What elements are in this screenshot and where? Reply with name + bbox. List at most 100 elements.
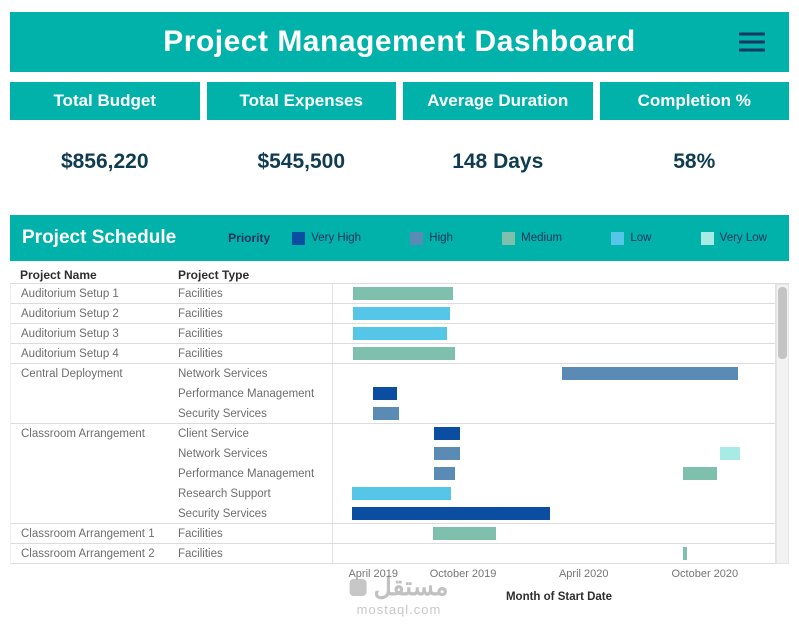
project-type-cell: Facilities	[178, 287, 223, 300]
kpi-value: 148 Days	[452, 150, 544, 173]
legend-swatch	[410, 231, 424, 245]
legend-swatch	[611, 231, 625, 245]
gantt-bar[interactable]	[434, 447, 460, 460]
gantt-bar[interactable]	[683, 547, 688, 560]
gantt-bar[interactable]	[561, 367, 739, 380]
gantt-cell	[332, 404, 775, 423]
gantt-bar[interactable]	[432, 527, 497, 540]
vertical-scrollbar[interactable]	[776, 284, 789, 564]
gantt-bar[interactable]	[372, 407, 400, 420]
priority-label: Priority	[228, 231, 271, 245]
legend-item[interactable]: Low	[611, 231, 652, 245]
axis-tick: April 2020	[558, 568, 609, 580]
legend-item[interactable]: Very High	[292, 231, 361, 245]
project-type-cell: Facilities	[178, 527, 223, 540]
schedule-header: Project Schedule Priority Very High High M…	[10, 215, 789, 261]
page-title: Project Management Dashboard	[163, 25, 636, 58]
gantt-bar[interactable]	[353, 347, 456, 360]
table-row: Auditorium Setup 2 Facilities	[11, 304, 775, 324]
gantt-cell	[332, 304, 775, 323]
project-name-cell: Auditorium Setup 2	[21, 307, 119, 320]
legend-swatch	[502, 231, 516, 245]
watermark-domain: mostaql.com	[356, 602, 442, 617]
kpi-card-label: Total Expenses	[206, 82, 396, 120]
gantt-bar[interactable]	[719, 447, 741, 460]
table-row: Classroom Arrangement 1 Facilities	[11, 524, 775, 544]
project-type-cell: Security Services	[178, 507, 267, 520]
gantt-bar[interactable]	[434, 467, 455, 480]
legend-label: High	[429, 232, 453, 244]
column-header-project-name: Project Name	[20, 267, 97, 282]
gantt-cell	[332, 524, 775, 543]
table-row: Network Services	[11, 444, 775, 464]
menu-icon-line	[739, 48, 765, 52]
gantt-bar[interactable]	[353, 307, 451, 320]
legend-item[interactable]: Very Low	[700, 231, 767, 245]
gantt-rows: Auditorium Setup 1 Facilities Auditorium S…	[10, 284, 776, 564]
table-row: Performance Management	[11, 384, 775, 404]
gantt-cell	[332, 284, 775, 303]
project-name-cell: Classroom Arrangement	[21, 428, 145, 440]
table-row: Classroom Arrangement Client Service	[11, 424, 775, 444]
kpi-card-label: Average Duration	[403, 82, 593, 120]
legend-item[interactable]: Medium	[502, 231, 562, 245]
gantt-cell	[332, 544, 775, 563]
gantt-bar[interactable]	[683, 467, 717, 480]
gantt-cell	[332, 384, 775, 404]
project-name-cell: Classroom Arrangement 1	[21, 527, 155, 540]
project-type-cell: Performance Management	[178, 388, 315, 400]
schedule-title: Project Schedule	[22, 227, 177, 248]
axis-tick: October 2020	[671, 568, 739, 580]
kpi-value: 58%	[673, 150, 716, 173]
project-type-cell: Facilities	[178, 307, 223, 320]
kpi-value-row: $856,220 $545,500 148 Days 58%	[10, 150, 789, 174]
kpi-card-label: Completion %	[599, 82, 789, 120]
gantt-cell	[332, 324, 775, 343]
project-name-cell: Auditorium Setup 1	[21, 287, 119, 300]
column-header-project-type: Project Type	[178, 267, 250, 282]
priority-legend: Very High High Medium Low Very Low	[292, 231, 767, 245]
axis-title: Month of Start Date	[505, 591, 613, 603]
table-row: Auditorium Setup 4 Facilities	[11, 344, 775, 364]
table-row: Classroom Arrangement 2 Facilities	[11, 544, 775, 564]
scrollbar-thumb[interactable]	[778, 287, 787, 359]
gantt-cell	[332, 344, 775, 363]
gantt-cell	[332, 484, 775, 504]
gantt-cell	[332, 424, 775, 444]
legend-swatch	[700, 231, 714, 245]
legend-swatch	[292, 231, 306, 245]
table-row: Performance Management	[11, 464, 775, 484]
legend-label: Low	[630, 232, 652, 244]
header: Project Management Dashboard	[10, 12, 789, 72]
gantt-bar[interactable]	[372, 387, 398, 400]
gantt-cell	[332, 364, 775, 384]
project-type-cell: Facilities	[178, 347, 223, 360]
project-type-cell: Security Services	[178, 407, 267, 420]
project-type-cell: Network Services	[178, 368, 268, 380]
project-type-cell: Performance Management	[178, 468, 315, 480]
project-type-cell: Facilities	[178, 547, 223, 560]
menu-icon[interactable]	[739, 32, 765, 52]
kpi-card-label: Total Budget	[10, 82, 200, 120]
project-name-cell: Auditorium Setup 4	[21, 347, 119, 360]
table-row: Security Services	[11, 404, 775, 424]
kpi-value: $856,220	[60, 150, 149, 173]
table-row: Auditorium Setup 3 Facilities	[11, 324, 775, 344]
axis-ticks: April 2019 October 2019 April 2020 October …	[342, 568, 776, 583]
legend-item[interactable]: High	[410, 231, 453, 245]
gantt-bar[interactable]	[351, 487, 451, 500]
gantt-cell	[332, 464, 775, 484]
gantt-bar[interactable]	[434, 427, 460, 440]
gantt-bar[interactable]	[353, 287, 454, 300]
project-type-cell: Network Services	[178, 448, 268, 460]
table-row: Central Deployment Network Services	[11, 364, 775, 384]
project-name-cell: Central Deployment	[21, 368, 123, 380]
project-name-cell: Auditorium Setup 3	[21, 327, 119, 340]
gantt-cell	[332, 504, 775, 523]
table-header-row: Project Name Project Type	[10, 266, 789, 284]
x-axis: April 2019 October 2019 April 2020 October …	[342, 568, 776, 603]
table-row: Security Services	[11, 504, 775, 524]
gantt-bar[interactable]	[351, 507, 551, 520]
gantt-bar[interactable]	[353, 327, 448, 340]
